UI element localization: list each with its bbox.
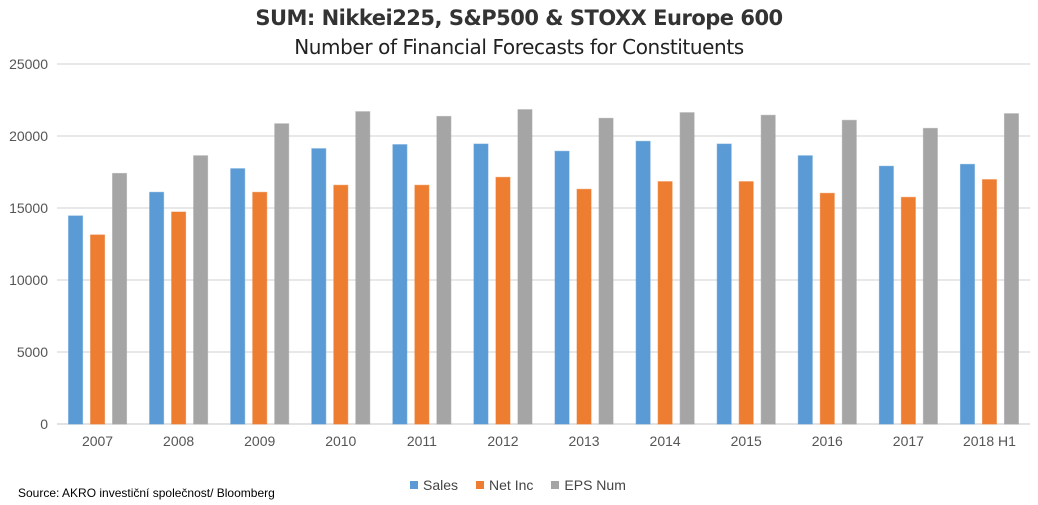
bar-sales-2018-H1 [959,163,975,425]
legend-label: EPS Num [564,477,626,493]
legend-swatch [476,481,485,489]
x-tick-label: 2011 [407,433,437,449]
x-tick-label: 2017 [893,433,924,449]
bar-net-inc-2011 [414,184,430,425]
y-tick-label: 25000 [9,56,48,72]
legend-swatch [551,481,560,489]
x-tick-label: 2010 [325,433,356,449]
x-tick-label: 2007 [82,433,113,449]
bar-eps-num-2014 [679,112,695,425]
bar-net-inc-2007 [90,234,106,425]
x-tick-label: 2008 [163,433,194,449]
bar-net-inc-2018-H1 [981,179,997,425]
bar-sales-2010 [311,148,327,425]
y-tick-label: 0 [40,416,48,432]
bar-net-inc-2014 [657,181,673,425]
bar-sales-2014 [635,140,651,425]
bar-net-inc-2013 [576,188,592,425]
bar-sales-2008 [149,191,165,425]
y-tick-label: 15000 [9,200,48,216]
chart-title: SUM: Nikkei225, S&P500 & STOXX Europe 60… [255,6,783,30]
bar-eps-num-2017 [922,127,938,425]
bar-eps-num-2015 [760,114,776,425]
x-tick-label: 2015 [731,433,762,449]
legend-label: Net Inc [489,477,534,493]
bar-net-inc-2009 [252,191,268,425]
x-tick-label: 2014 [650,433,681,449]
x-tick-label: 2018 H1 [963,433,1016,449]
legend-item-eps-num: EPS Num [551,477,626,493]
bar-eps-num-2007 [112,172,128,425]
bar-eps-num-2009 [274,123,290,425]
bar-eps-num-2012 [517,109,533,425]
bar-sales-2016 [797,155,813,425]
bar-net-inc-2015 [738,181,754,425]
bar-net-inc-2010 [333,184,349,425]
bar-net-inc-2017 [900,196,916,425]
y-tick-label: 20000 [9,128,48,144]
chart-subtitle: Number of Financial Forecasts for Consti… [294,35,744,59]
bar-sales-2017 [878,165,894,425]
x-tick-label: 2013 [568,433,599,449]
bar-eps-num-2008 [193,155,209,425]
x-tick-label: 2016 [812,433,843,449]
bar-sales-2015 [716,143,732,425]
bar-net-inc-2016 [819,192,835,425]
source-note: Source: AKRO investiční společnost/ Bloo… [18,486,275,500]
bar-eps-num-2010 [355,111,371,425]
bar-sales-2009 [230,168,246,425]
x-tick-label: 2009 [244,433,275,449]
bar-net-inc-2008 [171,211,187,425]
legend-item-net-inc: Net Inc [476,477,533,493]
y-tick-label: 10000 [9,272,48,288]
legend-label: Sales [423,477,459,493]
legend-item-sales: Sales [410,477,458,493]
bar-sales-2012 [473,143,489,425]
bar-eps-num-2013 [598,117,614,425]
y-tick-label: 5000 [17,344,48,360]
bar-sales-2013 [554,150,570,425]
bar-sales-2007 [68,215,84,425]
legend: Sales Net Inc EPS Num [410,477,626,493]
bar-eps-num-2018-H1 [1003,113,1019,425]
bar-net-inc-2012 [495,176,511,425]
bar-eps-num-2016 [841,119,857,425]
bar-eps-num-2011 [436,115,452,425]
legend-swatch [410,481,418,489]
bar-sales-2011 [392,144,408,425]
x-tick-label: 2012 [487,433,518,449]
